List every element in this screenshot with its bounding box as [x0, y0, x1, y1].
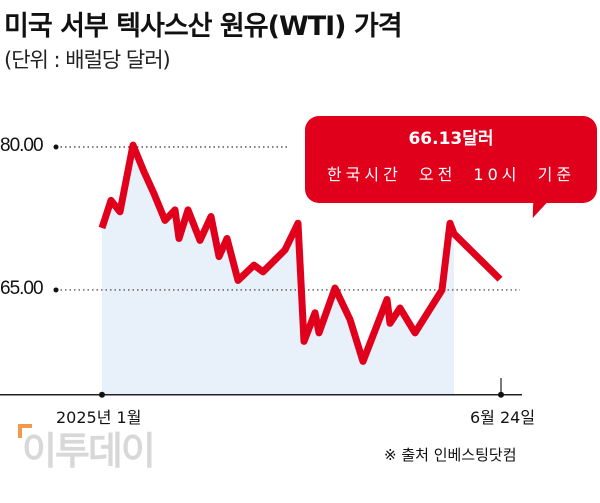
y-tick-label: 80.00 [0, 135, 44, 156]
x-tick-label: 6월 24일 [470, 408, 536, 427]
callout-note: 한국시간 오전 10시 기준 [326, 165, 576, 184]
price-callout: 66.13달러 한국시간 오전 10시 기준 [305, 116, 597, 203]
x-tick-dot [498, 391, 504, 398]
area-fill [102, 145, 454, 395]
x-tick-dot [99, 391, 105, 398]
callout-value: 66.13달러 [408, 129, 494, 149]
chart-title: 미국 서부 텍사스산 원유(WTI) 가격 [4, 11, 403, 42]
logo-mark-icon [18, 424, 32, 438]
logo-watermark: 이투데이 [22, 429, 156, 473]
tick-dot [53, 287, 59, 293]
chart-subtitle: (단위 : 배럴당 달러) [4, 48, 171, 72]
x-tick-label: 2025년 1월 [56, 408, 142, 427]
source-note: ※ 출처 인베스팅닷컴 [384, 446, 517, 464]
tick-dot [53, 144, 59, 150]
y-tick-label: 65.00 [0, 278, 44, 299]
